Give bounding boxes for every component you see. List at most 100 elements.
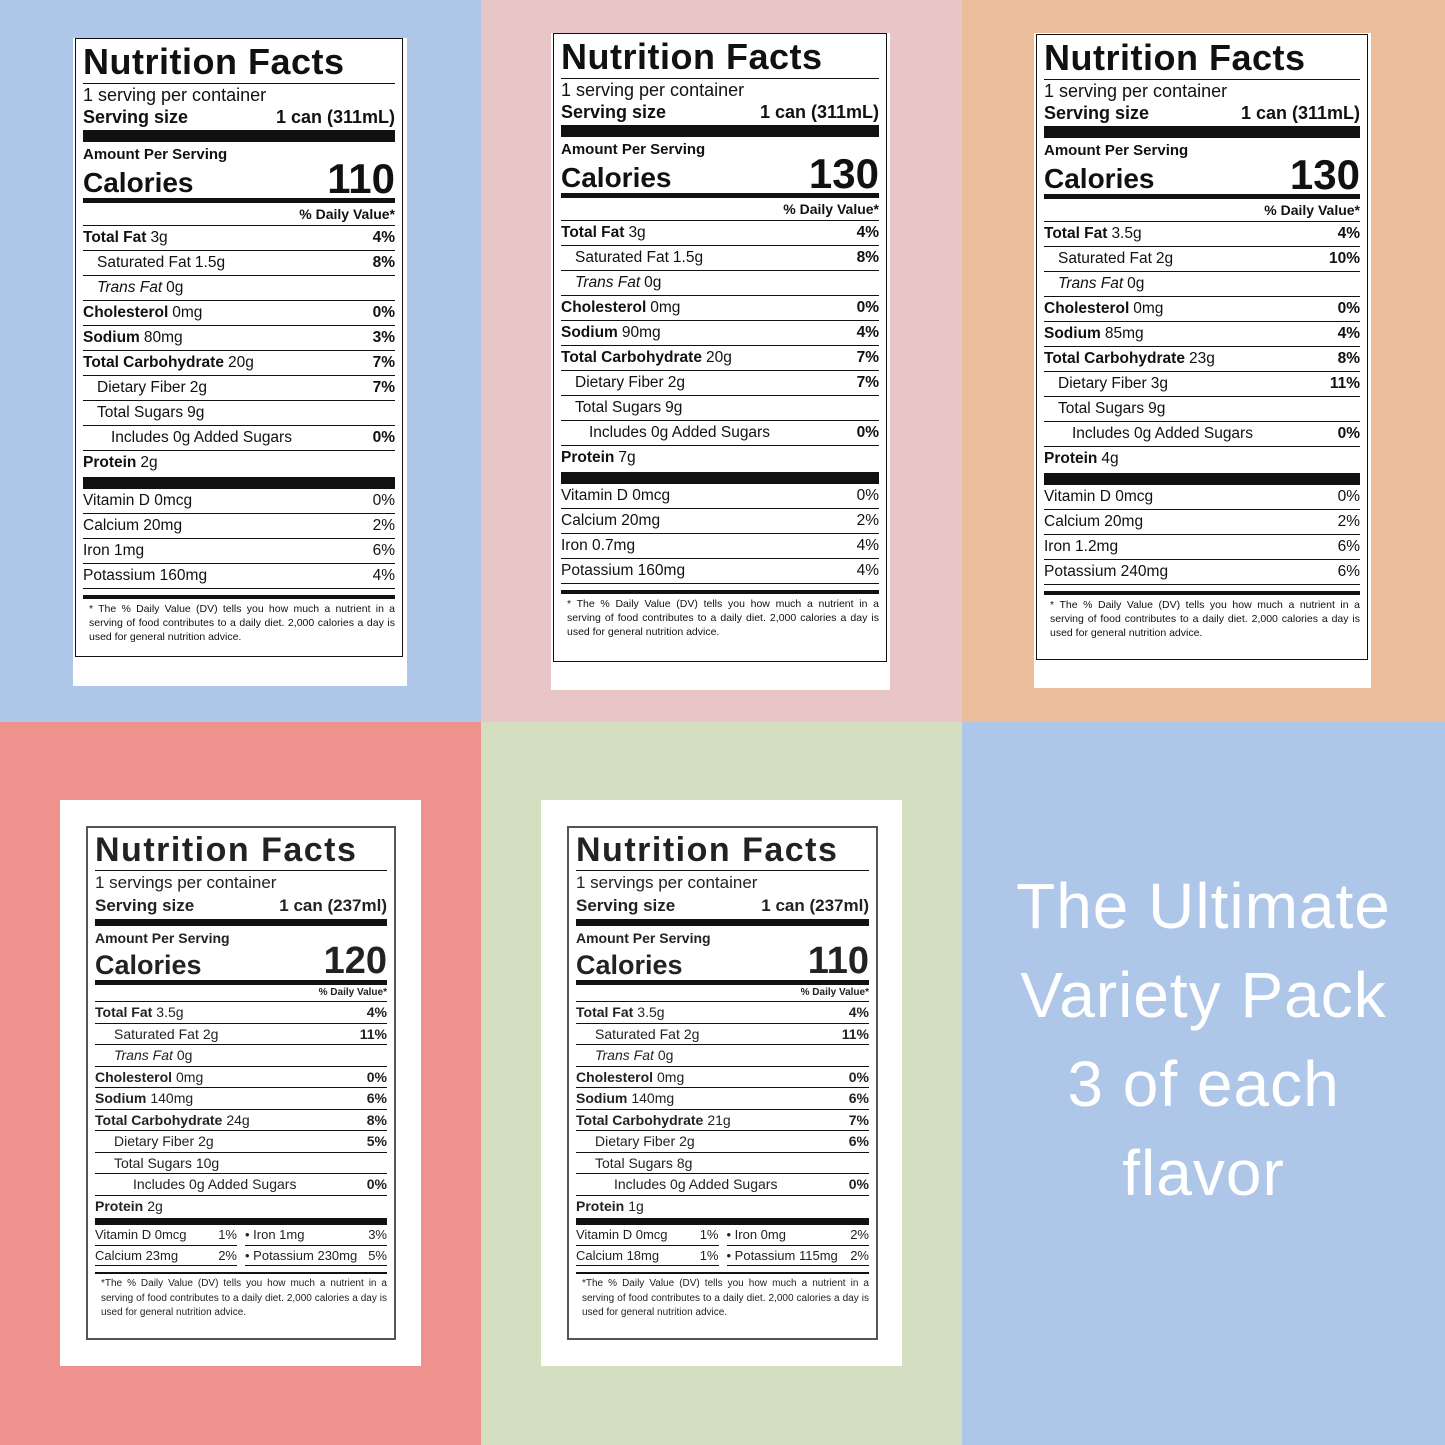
nutrient-row: Trans Fat 0g xyxy=(95,1044,387,1066)
nutrient-amount: 3g xyxy=(1150,375,1168,392)
nutrient-dv: 0% xyxy=(856,299,879,316)
nutrient-name: Total Sugars xyxy=(575,399,662,416)
nutrient-dv: 7% xyxy=(848,1111,869,1128)
nutrient-left: Total Sugars 8g xyxy=(576,1153,692,1174)
vitamin-row: Calcium 18mg 1% xyxy=(576,1246,719,1266)
nutrient-row: Total Fat 3g 4% xyxy=(561,220,879,245)
nutrient-name: Dietary Fiber xyxy=(97,379,186,396)
nutrient-left: Dietary Fiber 2g xyxy=(576,1131,695,1152)
amount-per-serving: Amount Per Serving xyxy=(561,141,706,158)
vitamin-row: Iron 1mg 6% xyxy=(83,539,395,564)
thick-bar xyxy=(561,472,879,484)
nutrient-row: Dietary Fiber 2g 7% xyxy=(561,370,879,395)
servings: 1 servings per container xyxy=(95,873,277,892)
nutrient-row: Saturated Fat 2g 11% xyxy=(95,1022,387,1045)
label-card: Nutrition Facts 1 serving per container Se… xyxy=(551,33,890,690)
vitamin-name: Calcium 20mg xyxy=(83,517,183,534)
nutrient-dv: 8% xyxy=(1337,350,1360,367)
nutrient-name: Cholesterol xyxy=(1044,300,1130,317)
nutrient-left: Protein 4g xyxy=(1044,447,1119,471)
nutrient-amount: 0g xyxy=(176,1047,193,1063)
nutrient-dv: 0% xyxy=(856,424,879,441)
serving-size-row: Serving size 1 can (311mL) xyxy=(83,106,395,128)
vitamin-row: Calcium 20mg 2% xyxy=(561,509,879,534)
nutrient-row: Includes 0g Added Sugars 0% xyxy=(1044,421,1360,446)
calories-row: Calories 120 xyxy=(95,942,387,980)
nutrient-name: Trans Fat xyxy=(114,1047,173,1063)
nutrient-row: Saturated Fat 1.5g 8% xyxy=(83,250,395,275)
tagline-line: 3 of each xyxy=(1067,1048,1340,1120)
nutrient-row: Sodium 90mg 4% xyxy=(561,320,879,345)
nutrient-amount: 0mg xyxy=(176,1068,204,1085)
nutrient-name: Total Sugars xyxy=(1058,400,1145,417)
nutrition-label: Nutrition Facts 1 servings per container S… xyxy=(86,826,396,1340)
nutrient-left: Total Carbohydrate 20g xyxy=(83,351,254,375)
nutrient-name: Dietary Fiber xyxy=(575,374,664,391)
nutrient-name: Trans Fat xyxy=(97,279,163,296)
thick-bar xyxy=(83,130,395,142)
nutrient-row: Sodium 140mg 6% xyxy=(95,1087,387,1109)
vitamin-name: Calcium 20mg xyxy=(561,512,661,529)
nutrient-left: Total Carbohydrate 20g xyxy=(561,346,732,370)
nutrient-dv: 11% xyxy=(841,1025,869,1042)
serving-size-label: Serving size xyxy=(561,102,667,122)
serving-size: 1 can (237ml) xyxy=(279,896,387,915)
nutrient-row: Total Fat 3.5g 4% xyxy=(1044,221,1360,246)
nutrient-dv: 0% xyxy=(1337,300,1360,317)
vitamin-dv: 4% xyxy=(856,562,879,579)
nutrient-row: Dietary Fiber 2g 7% xyxy=(83,375,395,400)
vitamin-dv: 3% xyxy=(368,1227,387,1242)
vitamin-name: • Iron 0mg xyxy=(726,1227,786,1242)
nutrition-label: Nutrition Facts 1 serving per container Se… xyxy=(1036,34,1368,660)
nutrient-dv: 11% xyxy=(1329,375,1360,392)
vitamin-name: Calcium 20mg xyxy=(1044,513,1144,530)
medium-bar xyxy=(561,193,879,198)
vitamin-name: Iron 1mg xyxy=(83,542,145,559)
nutrient-dv: 0% xyxy=(366,1068,387,1085)
nutrient-left: Trans Fat 0g xyxy=(561,271,661,295)
nutrient-amount: 0mg xyxy=(172,304,203,321)
nutrient-row: Total Sugars 9g xyxy=(561,395,879,420)
nutrient-amount: 2g xyxy=(198,1133,214,1149)
nutrient-name: Sodium xyxy=(1044,325,1101,342)
nutrient-dv: 4% xyxy=(372,229,395,246)
calories-label: Calories xyxy=(95,950,202,980)
nutrient-name: Cholesterol xyxy=(561,299,647,316)
nutrient-name: Protein xyxy=(576,1197,625,1214)
calories-label: Calories xyxy=(1044,163,1155,194)
amount-per-serving: Amount Per Serving xyxy=(1044,142,1189,159)
nutrient-row: Saturated Fat 2g 11% xyxy=(576,1022,869,1045)
nutrient-dv: 5% xyxy=(366,1133,387,1149)
nutrient-dv: 6% xyxy=(366,1090,387,1106)
nutrient-dv: 7% xyxy=(856,349,879,366)
nutrient-row: Cholesterol 0mg 0% xyxy=(576,1065,869,1088)
nutrient-amount: 1.5g xyxy=(672,249,704,266)
nutrient-name: Cholesterol xyxy=(576,1068,654,1085)
nutrient-dv: 0% xyxy=(372,429,395,446)
nutrient-dv: 4% xyxy=(856,324,879,341)
nutrient-dv: 8% xyxy=(366,1111,387,1128)
vitamin-name: Potassium 160mg xyxy=(83,567,208,584)
calories-label: Calories xyxy=(561,162,672,193)
nutrient-name: Total Carbohydrate xyxy=(83,354,224,371)
tagline-line: The Ultimate xyxy=(1016,870,1391,942)
serving-size: 1 can (237ml) xyxy=(761,896,869,915)
vitamin-dv: 6% xyxy=(1337,563,1360,580)
dv-header: % Daily Value* xyxy=(783,201,879,217)
nutrient-amount: 9g xyxy=(187,404,205,421)
label-card: Nutrition Facts 1 servings per container S… xyxy=(541,800,902,1366)
nutrient-left: Total Carbohydrate 23g xyxy=(1044,347,1215,371)
nutrient-left: Protein 2g xyxy=(83,451,158,475)
nutrient-left: Total Sugars 9g xyxy=(561,396,682,420)
nutrient-amount: 0mg xyxy=(1133,300,1164,317)
nutrient-left: Total Fat 3g xyxy=(561,221,646,245)
nutrient-name: Protein xyxy=(95,1197,144,1214)
vitamin-dv: 4% xyxy=(856,537,879,554)
nutrient-left: Dietary Fiber 2g xyxy=(561,371,685,395)
nutrient-name: Total Sugars xyxy=(97,404,184,421)
nutrient-name: Saturated Fat xyxy=(595,1025,680,1042)
nutrient-left: Dietary Fiber 2g xyxy=(83,376,207,400)
nutrient-amount: 2g xyxy=(189,379,207,396)
nutrient-row: Trans Fat 0g xyxy=(1044,271,1360,296)
